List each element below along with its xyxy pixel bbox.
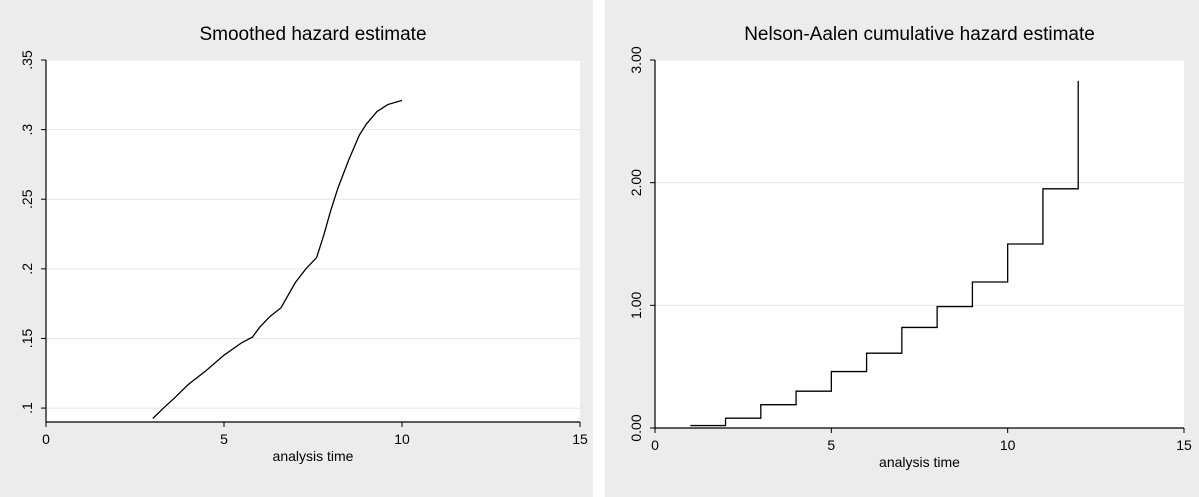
chart-title: Smoothed hazard estimate [199,24,426,45]
x-tick-label: 15 [1176,437,1192,453]
x-axis-label: analysis time [273,448,354,464]
x-axis-label: analysis time [879,454,960,470]
nelson-aalen-chart: 0.00 1.00 2.00 3.00 0 5 10 15 analysis time Nelso… [628,24,1192,470]
y-tick-label: .15 [19,329,35,349]
y-tick-label: .35 [19,50,35,70]
x-tick-label: 10 [1000,437,1016,453]
smoothed-hazard-panel: .1 .15 .2 .25 .3 .35 0 5 10 15 analysis time Smooth… [0,0,593,497]
smoothed-hazard-chart: .1 .15 .2 .25 .3 .35 0 5 10 15 analysis time Smooth… [19,24,588,464]
series-line [152,99,403,419]
y-tick-label: 0.00 [628,414,644,441]
x-tick-label: 5 [827,437,835,453]
x-tick-label: 0 [42,431,50,447]
nelson-aalen-panel: 0.00 1.00 2.00 3.00 0 5 10 15 analysis time Nelso… [605,0,1199,497]
x-tick-label: 15 [572,431,588,447]
y-tick-label: 1.00 [628,291,644,318]
y-tick-label: .1 [19,402,35,414]
y-tick-label: .2 [19,263,35,275]
y-tick-label: .25 [19,189,35,209]
x-tick-label: 0 [651,437,659,453]
plot-area [46,60,580,422]
series-line [690,80,1079,427]
x-tick-label: 5 [220,431,228,447]
chart-title: Nelson-Aalen cumulative hazard estimate [744,24,1095,45]
y-tick-label: .3 [19,124,35,136]
x-tick-label: 10 [394,431,410,447]
plot-area [655,60,1184,428]
y-tick-label: 3.00 [628,46,644,73]
y-tick-label: 2.00 [628,169,644,196]
